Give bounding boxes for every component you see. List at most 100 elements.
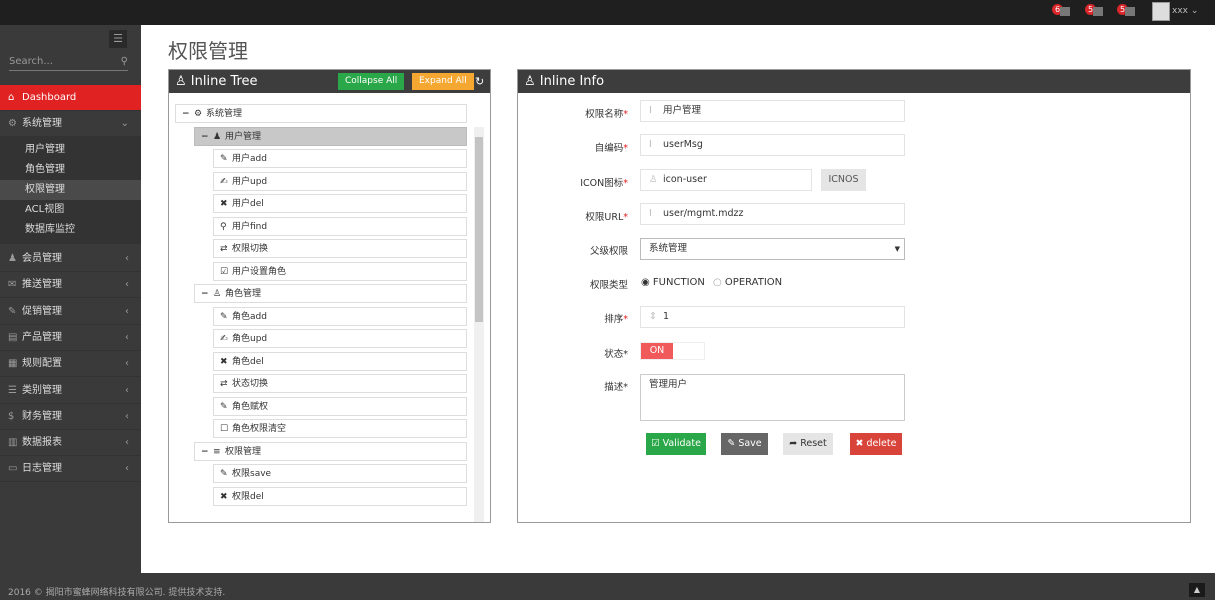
notification-tasks[interactable]: 5 <box>1117 4 1137 18</box>
sidebar-item[interactable]: $ 财务管理 ‹ <box>0 404 141 430</box>
tree-node[interactable]: ✖ 角色del <box>213 351 467 371</box>
tree-node[interactable]: ✎ 权限save <box>213 464 467 483</box>
sidebar-item[interactable]: ☰ 类别管理 ‹ <box>0 378 141 404</box>
submenu: 用户管理 角色管理 权限管理 ACL视图 数据库监控 <box>0 136 141 244</box>
sidebar-sub-db-monitor[interactable]: 数据库监控 <box>25 224 75 235</box>
node-label: 权限管理 <box>225 446 262 457</box>
collapse-icon[interactable]: − <box>201 289 209 299</box>
menu-icon: ▥ <box>8 437 18 449</box>
sidebar-item[interactable]: ✉ 推送管理 ‹ <box>0 272 141 299</box>
menu-icon: ▦ <box>8 358 18 370</box>
collapse-icon[interactable]: − <box>201 131 209 142</box>
name-label: 权限名称* <box>585 109 628 120</box>
sidebar-item[interactable]: ▦ 规则配置 ‹ <box>0 351 141 378</box>
tree-node[interactable]: ☑ 用户设置角色 <box>213 261 467 281</box>
scrollbar[interactable] <box>474 127 484 522</box>
refresh-icon[interactable]: ↻ <box>475 75 485 88</box>
tree-node[interactable]: ☐ 角色权限清空 <box>213 419 467 438</box>
notification-inbox[interactable]: 5 <box>1085 4 1105 18</box>
search-placeholder: Search... <box>9 56 53 67</box>
sidebar-sub-acl[interactable]: ACL视图 <box>25 204 65 215</box>
icons-button[interactable]: ICNOS <box>821 169 866 191</box>
page-title: 权限管理 <box>168 39 248 63</box>
order-stepper[interactable]: ⇕ 1 <box>640 306 905 328</box>
label: 促销管理 <box>22 305 62 317</box>
tree-node[interactable]: ✎ 角色add <box>213 306 467 326</box>
sidebar-sub-permissions[interactable]: 权限管理 <box>0 180 141 200</box>
cogs-icon: ⚙ <box>194 109 203 119</box>
name-field[interactable]: I 用户管理 <box>640 100 905 122</box>
type-label: 权限类型 <box>589 280 628 291</box>
save-button[interactable]: ✎ Save <box>721 433 768 455</box>
badge: 6 <box>1052 4 1063 15</box>
sidebar-item[interactable]: ♟ 会员管理 ‹ <box>0 246 141 272</box>
menu-icon: ✉ <box>8 279 17 291</box>
menu-icon: ▭ <box>8 463 18 475</box>
search-input[interactable]: Search... ⚲ <box>9 56 128 71</box>
collapse-icon[interactable]: − <box>201 446 209 457</box>
label: 系统管理 <box>22 118 62 129</box>
tree-node[interactable]: ✎ 用户add <box>213 149 467 168</box>
avatar[interactable] <box>1152 2 1170 21</box>
reset-button[interactable]: ➦ Reset <box>783 433 833 455</box>
sidebar-item[interactable]: ▭ 日志管理 ‹ <box>0 456 141 483</box>
chevron-left-icon: ‹ <box>125 279 129 291</box>
tree-node[interactable]: − ♙ 角色管理 <box>194 284 467 303</box>
sidebar-item-system[interactable]: ⚙ 系统管理 ⌄ <box>0 111 141 137</box>
scroll-top-icon[interactable]: ▲ <box>1189 583 1205 597</box>
delete-button[interactable]: ✖ delete <box>850 433 902 455</box>
badge: 5 <box>1085 4 1096 15</box>
tree-node[interactable]: ✖ 权限del <box>213 486 467 506</box>
validate-button[interactable]: ☑ Validate <box>646 433 706 455</box>
tree-node[interactable]: − ≡ 权限管理 <box>194 441 467 461</box>
label: 会员管理 <box>22 253 62 264</box>
collapse-icon[interactable]: − <box>182 109 190 119</box>
status-toggle[interactable]: ON <box>640 342 705 360</box>
sidebar-item[interactable]: ▥ 数据报表 ‹ <box>0 430 141 457</box>
chevron-left-icon: ‹ <box>125 331 129 343</box>
times-icon: ✖ <box>220 356 228 367</box>
tree-node[interactable]: ✍ 用户upd <box>213 171 467 191</box>
user-menu[interactable]: xxx ⌄ <box>1172 6 1198 16</box>
search-icon: ⚲ <box>220 221 227 232</box>
desc-textarea[interactable]: 管理用户 <box>640 374 905 421</box>
node-label: 用户设置角色 <box>232 266 287 277</box>
node-label: 用户add <box>232 154 267 164</box>
sidebar-item-dashboard[interactable]: ⌂ Dashboard <box>0 85 141 111</box>
check-square-icon: ☑ <box>220 266 229 277</box>
sidebar-sub-roles[interactable]: 角色管理 <box>25 164 65 175</box>
chevron-down-icon: ⌄ <box>1190 6 1199 16</box>
node-label: 角色upd <box>232 334 268 344</box>
search-icon[interactable]: ⚲ <box>120 56 128 67</box>
node-label: 角色add <box>232 311 267 322</box>
sidebar-item[interactable]: ✎ 促销管理 ‹ <box>0 299 141 325</box>
tree-node[interactable]: ⇄ 状态切换 <box>213 374 467 393</box>
sidebar: ☰ Search... ⚲ ⌂ Dashboard ⚙ 系统管理 ⌄ 用户管理 角色管理… <box>0 25 141 573</box>
tree-node[interactable]: − ♟ 用户管理 <box>194 126 467 146</box>
chevron-left-icon: ‹ <box>125 253 129 264</box>
label: 数据报表 <box>22 437 62 449</box>
icon-field[interactable]: ♙ icon-user <box>640 169 812 191</box>
tree-node[interactable]: ✖ 用户del <box>213 194 467 213</box>
tree-node[interactable]: − ⚙ 系统管理 <box>175 104 467 123</box>
type-radio-operation[interactable]: ○ OPERATION <box>713 277 783 288</box>
sidebar-item[interactable]: ▤ 产品管理 ‹ <box>0 325 141 351</box>
tree-node[interactable]: ⚲ 用户find <box>213 216 467 236</box>
cogs-icon: ⚙ <box>8 118 17 129</box>
label: 推送管理 <box>22 279 62 291</box>
parent-select[interactable]: 系统管理 ▼ <box>640 238 905 260</box>
collapse-all-button[interactable]: Collapse All <box>338 73 405 90</box>
type-radio-function[interactable]: ◉ FUNCTION <box>641 277 705 288</box>
menu-icon: ☰ <box>8 384 17 396</box>
menu-toggle-icon[interactable]: ☰ <box>109 30 127 48</box>
tree-node[interactable]: ⇄ 权限切换 <box>213 239 467 258</box>
tree-node[interactable]: ✎ 角色赋权 <box>213 396 467 416</box>
radio-checked-icon: ◉ <box>641 277 650 288</box>
tree-node[interactable]: ✍ 角色upd <box>213 329 467 348</box>
notification-warning[interactable]: 6 <box>1052 4 1072 18</box>
calendar-icon <box>1125 7 1135 16</box>
expand-all-button[interactable]: Expand All <box>412 73 474 90</box>
sidebar-sub-users[interactable]: 用户管理 <box>25 144 65 155</box>
